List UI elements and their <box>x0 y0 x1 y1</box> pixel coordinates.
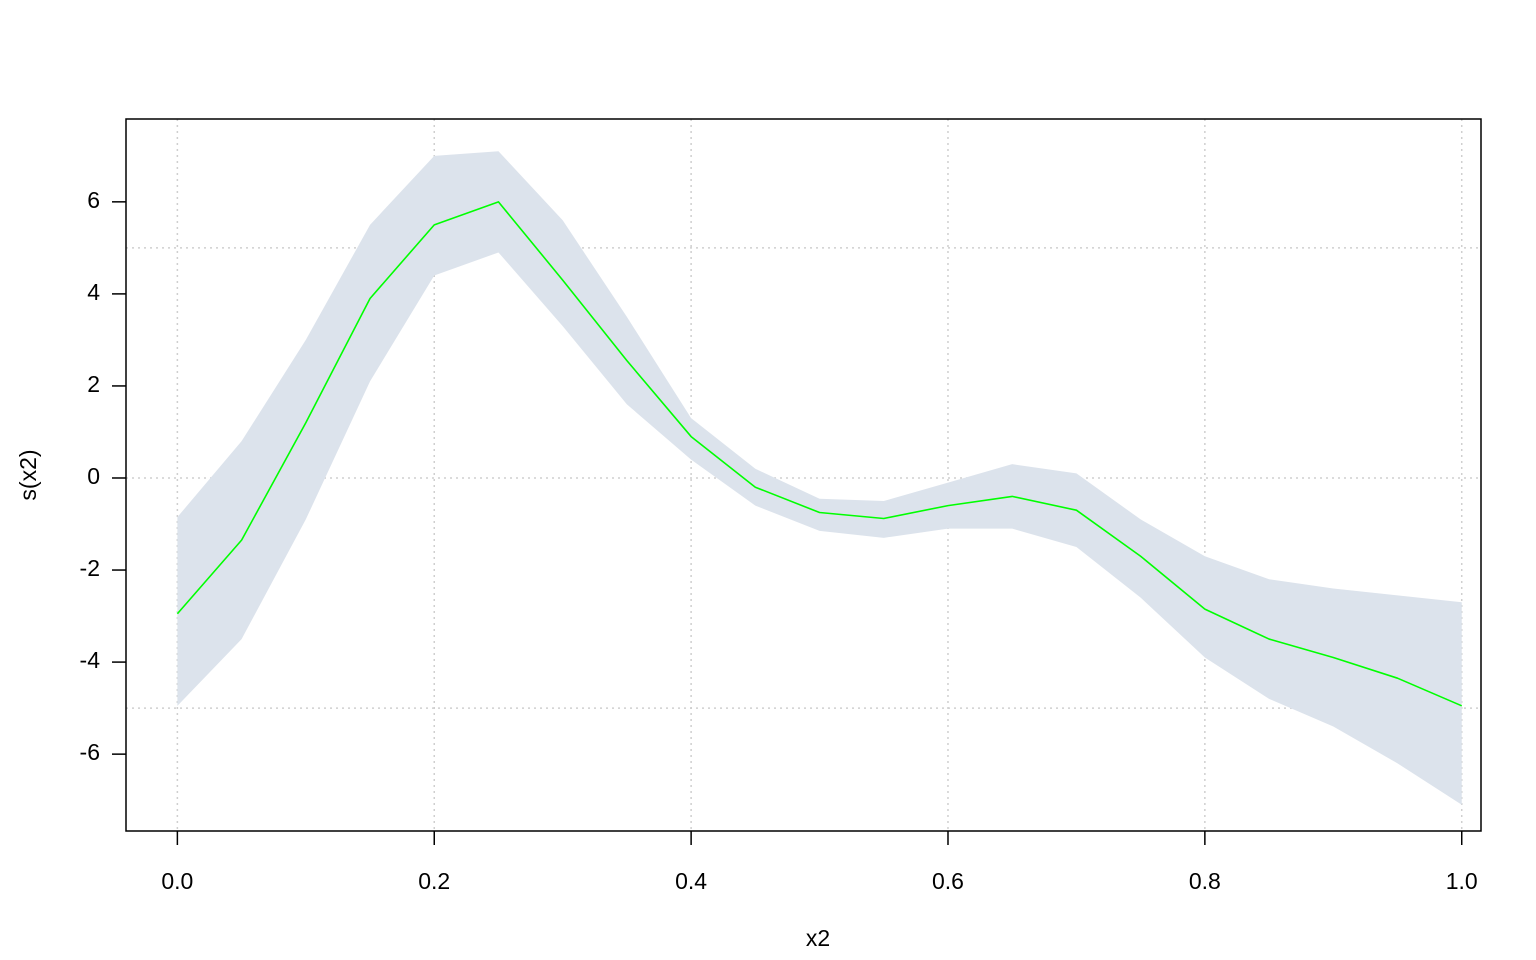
x-tick-label: 0.6 <box>932 868 964 894</box>
x-tick-label: 0.0 <box>161 868 193 894</box>
y-axis-label: s(x2) <box>15 449 41 500</box>
y-tick-label: -4 <box>80 647 101 673</box>
y-tick-label: -2 <box>80 555 100 581</box>
y-tick-label: 2 <box>87 371 100 397</box>
x-tick-label: 0.4 <box>675 868 707 894</box>
fit-line <box>176 201 1463 707</box>
x-tick-label: 0.8 <box>1189 868 1221 894</box>
y-tick-label: 6 <box>87 187 100 213</box>
plot-box <box>125 118 1482 832</box>
x-tick-label: 0.2 <box>418 868 450 894</box>
y-tick-label: -6 <box>80 739 100 765</box>
confidence-band <box>177 151 1462 805</box>
y-tick-label: 4 <box>87 279 100 305</box>
y-tick-label: 0 <box>87 463 100 489</box>
x-tick-label: 1.0 <box>1446 868 1478 894</box>
x-axis-label: x2 <box>806 925 830 951</box>
